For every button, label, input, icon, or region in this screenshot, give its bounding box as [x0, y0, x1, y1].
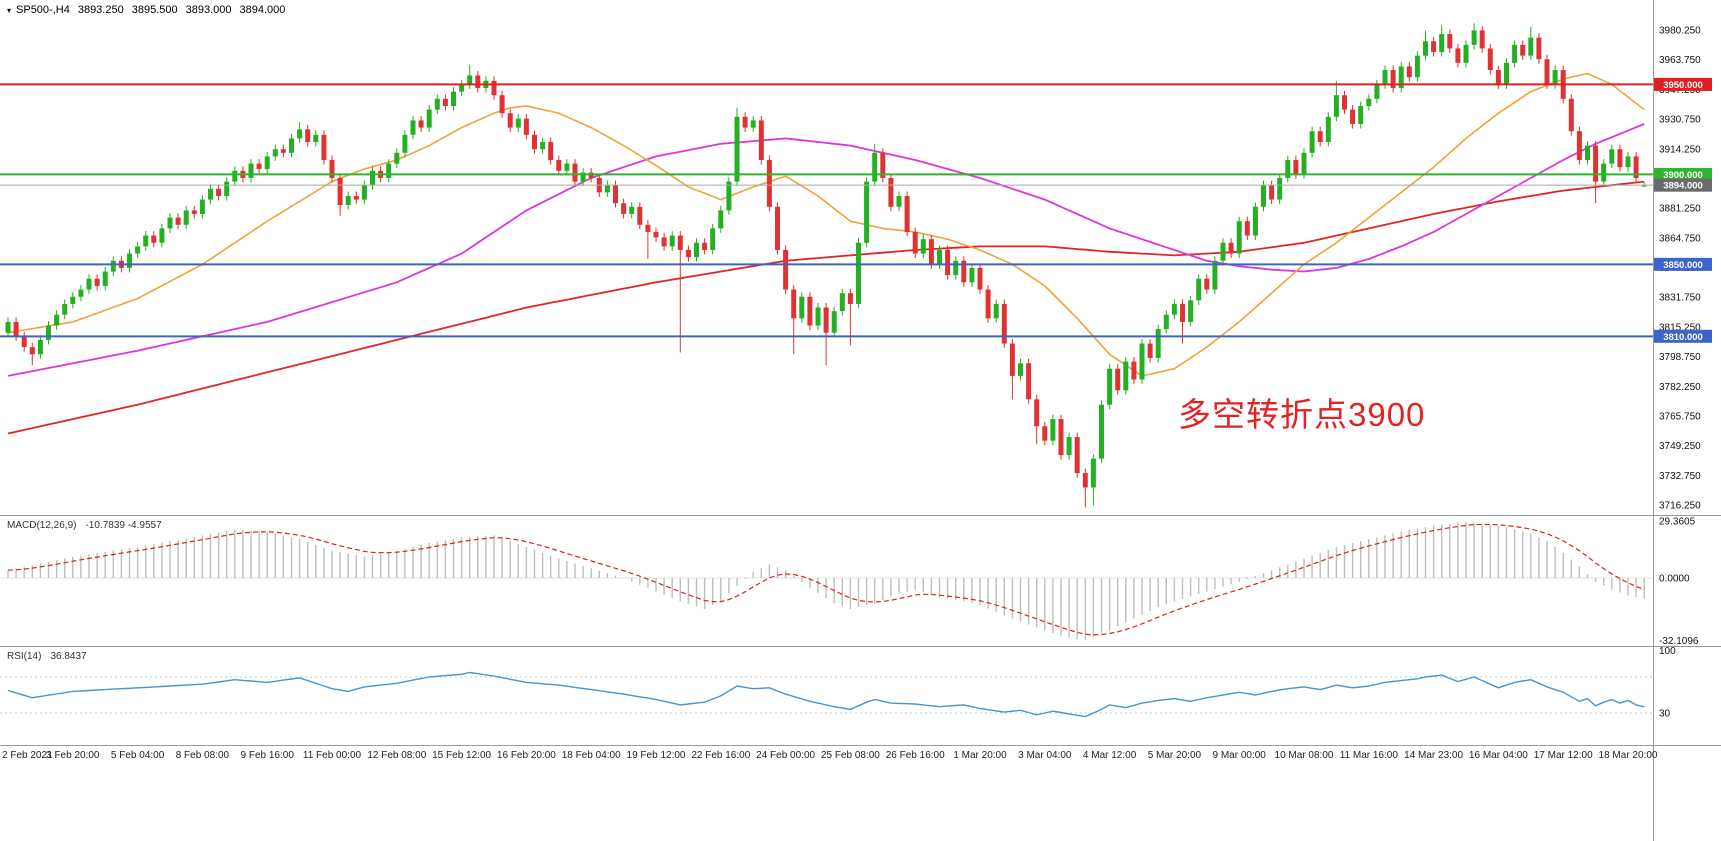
- svg-text:16 Mar 04:00: 16 Mar 04:00: [1469, 750, 1528, 761]
- rsi-value: 36.8437: [50, 651, 87, 662]
- svg-text:30: 30: [1659, 709, 1671, 720]
- high-value: 3895.500: [131, 4, 178, 16]
- svg-text:3914.250: 3914.250: [1659, 144, 1701, 155]
- svg-text:8 Feb 08:00: 8 Feb 08:00: [176, 750, 230, 761]
- svg-text:3782.250: 3782.250: [1659, 382, 1701, 393]
- svg-text:3716.250: 3716.250: [1659, 501, 1701, 512]
- svg-text:-32.1096: -32.1096: [1659, 636, 1699, 647]
- rsi-indicator-label: RSI(14) 36.8437: [7, 651, 87, 662]
- rsi-name: RSI(14): [7, 651, 42, 662]
- indicator-level-lines: [0, 577, 1653, 714]
- svg-text:26 Feb 16:00: 26 Feb 16:00: [886, 750, 945, 761]
- moving-averages: [7, 72, 1645, 435]
- svg-text:14 Mar 23:00: 14 Mar 23:00: [1404, 750, 1463, 761]
- svg-text:12 Feb 08:00: 12 Feb 08:00: [367, 750, 426, 761]
- svg-text:3963.750: 3963.750: [1659, 55, 1701, 66]
- ma-slow-red: [7, 180, 1645, 435]
- svg-text:3 Mar 04:00: 3 Mar 04:00: [1018, 750, 1072, 761]
- svg-text:3881.250: 3881.250: [1659, 204, 1701, 215]
- svg-text:3732.750: 3732.750: [1659, 471, 1701, 482]
- ma-fast-orange: [7, 72, 1645, 377]
- svg-text:3894.000: 3894.000: [1663, 181, 1703, 192]
- svg-text:3850.000: 3850.000: [1663, 260, 1703, 271]
- svg-text:3798.750: 3798.750: [1659, 352, 1701, 363]
- chart-annotation-text: 多空转折点3900: [1178, 396, 1426, 433]
- close-value: 3894.000: [239, 4, 286, 16]
- svg-text:2 Feb 2021: 2 Feb 2021: [2, 750, 53, 761]
- svg-text:18 Mar 20:00: 18 Mar 20:00: [1599, 750, 1658, 761]
- rsi-line: [7, 671, 1645, 718]
- svg-text:15 Feb 12:00: 15 Feb 12:00: [432, 750, 491, 761]
- svg-text:9 Mar 00:00: 9 Mar 00:00: [1213, 750, 1267, 761]
- svg-text:100: 100: [1659, 646, 1676, 657]
- price-axis[interactable]: 3980.2503963.7503947.2503930.7503914.250…: [1659, 26, 1701, 720]
- svg-text:29.3605: 29.3605: [1659, 517, 1696, 528]
- svg-text:3749.250: 3749.250: [1659, 441, 1701, 452]
- svg-text:3810.000: 3810.000: [1663, 332, 1703, 343]
- macd-values: -10.7839 -4.9557: [85, 520, 162, 531]
- svg-text:11 Feb 00:00: 11 Feb 00:00: [303, 750, 362, 761]
- svg-text:4 Mar 12:00: 4 Mar 12:00: [1083, 750, 1137, 761]
- svg-text:5 Mar 20:00: 5 Mar 20:00: [1148, 750, 1202, 761]
- svg-text:9 Feb 16:00: 9 Feb 16:00: [241, 750, 295, 761]
- svg-text:0.0000: 0.0000: [1659, 574, 1690, 585]
- open-value: 3893.250: [77, 4, 124, 16]
- svg-text:22 Feb 16:00: 22 Feb 16:00: [691, 750, 750, 761]
- svg-text:3 Feb 20:00: 3 Feb 20:00: [46, 750, 100, 761]
- svg-text:3765.750: 3765.750: [1659, 411, 1701, 422]
- macd-panel[interactable]: [7, 521, 1645, 641]
- low-value: 3893.000: [185, 4, 232, 16]
- svg-text:1 Mar 20:00: 1 Mar 20:00: [953, 750, 1007, 761]
- rsi-panel[interactable]: [7, 671, 1645, 718]
- macd-name: MACD(12,26,9): [7, 520, 77, 531]
- svg-text:25 Feb 08:00: 25 Feb 08:00: [821, 750, 880, 761]
- svg-text:3900.000: 3900.000: [1663, 170, 1703, 181]
- svg-text:19 Feb 12:00: 19 Feb 12:00: [627, 750, 686, 761]
- macd-signal-line: [7, 523, 1645, 636]
- symbol-ohlc-header: ▾ SP500-,H4 3893.250 3895.500 3893.000 3…: [7, 4, 285, 16]
- svg-text:10 Mar 08:00: 10 Mar 08:00: [1275, 750, 1334, 761]
- horizontal-levels: [0, 83, 1653, 338]
- macd-indicator-label: MACD(12,26,9) -10.7839 -4.9557: [7, 520, 162, 531]
- svg-text:17 Mar 12:00: 17 Mar 12:00: [1534, 750, 1593, 761]
- svg-text:24 Feb 00:00: 24 Feb 00:00: [756, 750, 815, 761]
- symbol-timeframe-label: SP500-,H4: [16, 4, 70, 16]
- svg-text:11 Mar 16:00: 11 Mar 16:00: [1340, 750, 1399, 761]
- svg-text:3831.750: 3831.750: [1659, 293, 1701, 304]
- ma-mid-magenta: [7, 123, 1645, 377]
- svg-text:3864.750: 3864.750: [1659, 233, 1701, 244]
- svg-text:3930.750: 3930.750: [1659, 115, 1701, 126]
- svg-text:3980.250: 3980.250: [1659, 26, 1701, 37]
- svg-text:3815.250: 3815.250: [1659, 322, 1701, 333]
- svg-text:16 Feb 20:00: 16 Feb 20:00: [497, 750, 556, 761]
- svg-text:5 Feb 04:00: 5 Feb 04:00: [111, 750, 165, 761]
- candlesticks: [5, 23, 1647, 508]
- svg-text:18 Feb 04:00: 18 Feb 04:00: [562, 750, 621, 761]
- collapse-triangle-icon[interactable]: ▾: [7, 5, 12, 15]
- svg-text:3950.000: 3950.000: [1663, 80, 1703, 91]
